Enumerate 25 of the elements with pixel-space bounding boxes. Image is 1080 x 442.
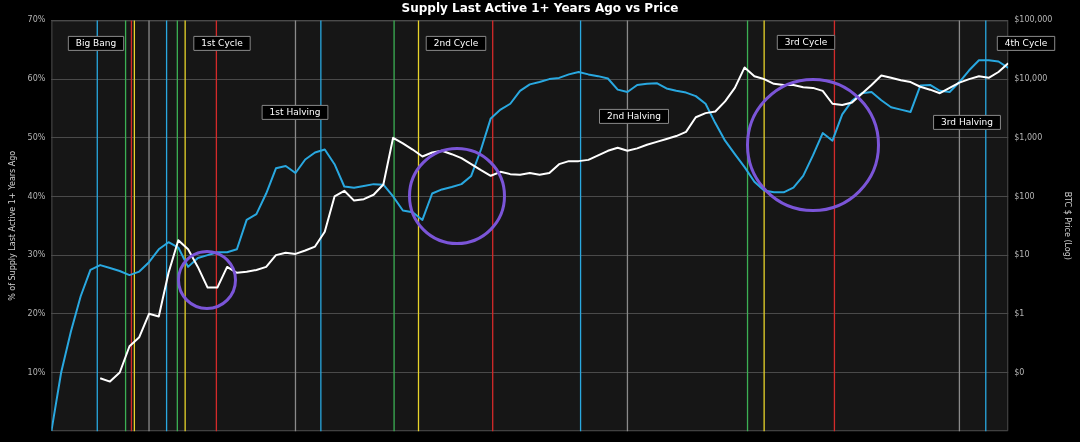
y-tick-label: 50%: [27, 132, 46, 142]
annotation: 4th Cycle: [1004, 38, 1048, 49]
annotation: 3rd Halving: [941, 117, 993, 128]
y-tick-label: 20%: [27, 308, 46, 318]
annotation: 1st Cycle: [201, 38, 244, 49]
y-tick-label: 70%: [27, 15, 46, 25]
chart-title: Supply Last Active 1+ Years Ago vs Price: [401, 1, 679, 16]
y2-tick-label: $10: [1014, 250, 1030, 260]
y2-tick-label: $100,000: [1014, 15, 1053, 25]
annotation: 1st Halving: [269, 107, 321, 118]
y-tick-label: 40%: [27, 191, 46, 201]
y2-tick-label: $1,000: [1014, 132, 1043, 142]
y-tick-label: 30%: [27, 250, 46, 260]
y-tick-label: 10%: [27, 367, 46, 377]
y2-tick-label: $1: [1014, 308, 1025, 318]
y2-tick-label: $0: [1014, 367, 1025, 377]
annotation: Big Bang: [75, 38, 117, 49]
annotation: 2nd Cycle: [433, 38, 479, 49]
y-tick-label: 60%: [27, 74, 46, 84]
annotation: 2nd Halving: [606, 111, 662, 122]
y2-axis-title: BTC $ Price (Log): [1063, 191, 1073, 260]
y2-tick-label: $100: [1014, 191, 1035, 201]
annotation: 3rd Cycle: [784, 37, 828, 48]
y2-tick-label: $10,000: [1014, 74, 1048, 84]
y-axis-title: % of Supply Last Active 1+ Years Ago: [7, 150, 17, 301]
